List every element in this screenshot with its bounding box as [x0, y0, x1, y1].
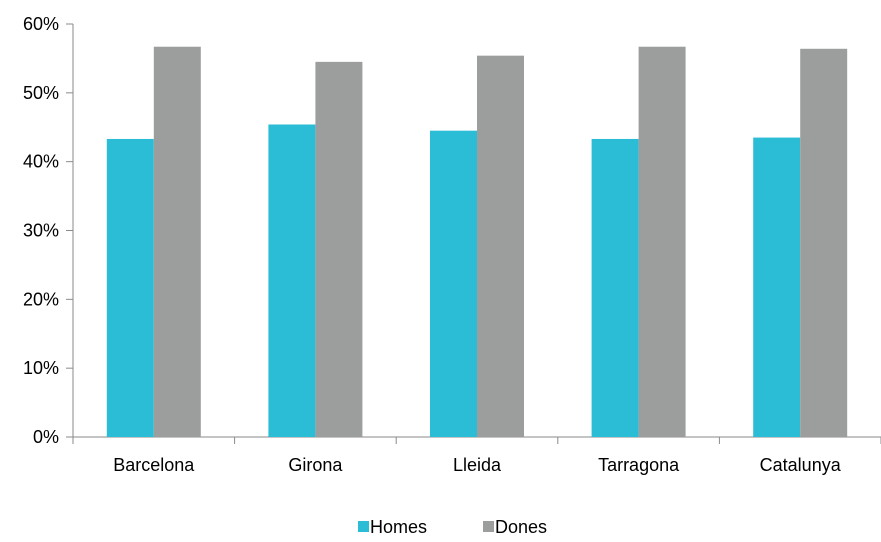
bar-dones-barcelona	[153, 46, 201, 438]
x-tick-label: Lleida	[453, 455, 502, 475]
bars	[106, 46, 848, 438]
bar-homes-catalunya	[753, 137, 801, 437]
bar-homes-tarragona	[591, 138, 639, 437]
bar-dones-lleida	[477, 55, 524, 438]
bar-dones-catalunya	[800, 48, 848, 437]
y-tick-label: 50%	[23, 83, 59, 103]
legend-label-homes: Homes	[370, 517, 427, 537]
y-tick-label: 30%	[23, 221, 59, 241]
legend-label-dones: Dones	[495, 517, 547, 537]
bar-homes-lleida	[430, 130, 477, 438]
bar-dones-girona	[315, 61, 363, 437]
y-tick-label: 10%	[23, 358, 59, 378]
x-tick-label: Catalunya	[760, 455, 842, 475]
y-tick-label: 40%	[23, 152, 59, 172]
y-tick-label: 20%	[23, 289, 59, 309]
legend-swatch-dones	[483, 521, 494, 532]
bar-homes-girona	[268, 124, 316, 437]
legend-swatch-homes	[358, 521, 369, 532]
x-tick-label: Girona	[288, 455, 343, 475]
bar-dones-tarragona	[638, 46, 686, 438]
legend: Homes Dones	[358, 517, 547, 537]
y-tick-label: 0%	[33, 427, 59, 447]
axes: 0% 10% 20% 30% 40% 50% 60% Barcelona Girona Lleid…	[23, 14, 881, 475]
x-tick-label: Tarragona	[598, 455, 680, 475]
y-tick-label: 60%	[23, 14, 59, 34]
x-tick-label: Barcelona	[113, 455, 195, 475]
bar-homes-barcelona	[106, 138, 154, 437]
